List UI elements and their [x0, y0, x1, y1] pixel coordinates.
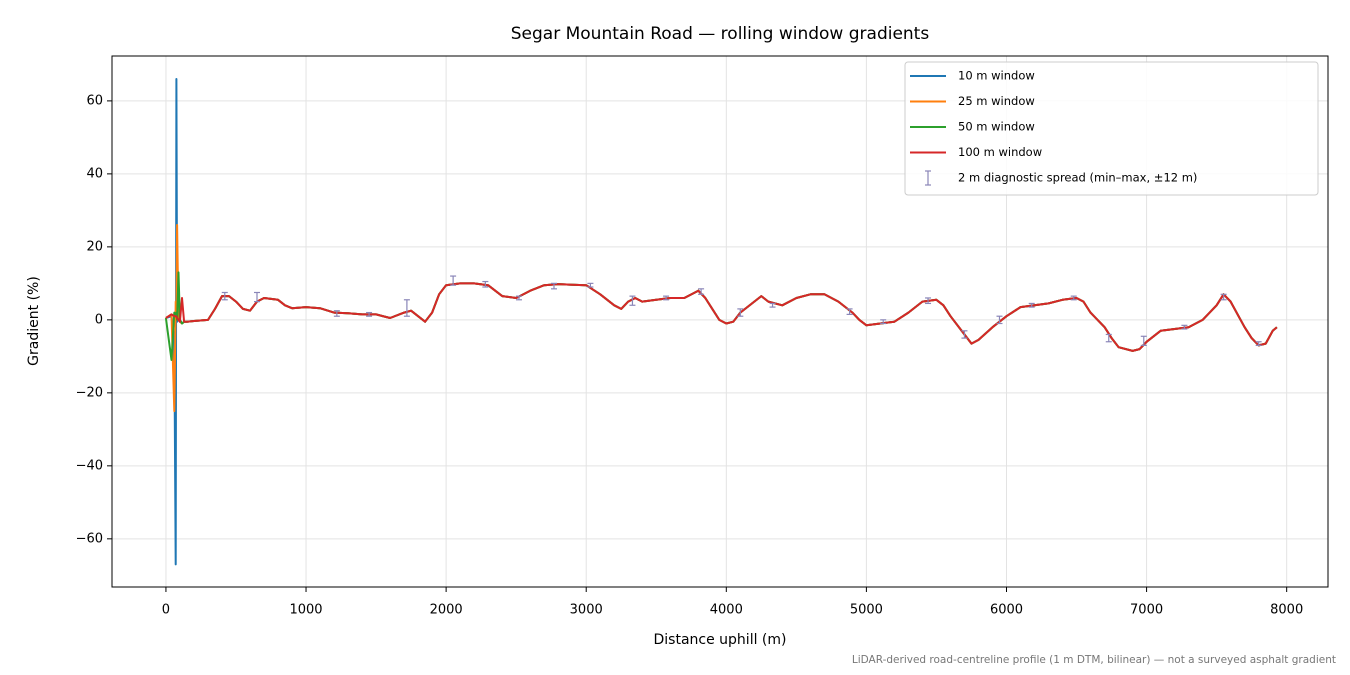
y-tick-label: −60	[76, 531, 103, 546]
legend: 10 m window 25 m window 50 m window 100 m w…	[904, 61, 1319, 196]
error-bar	[587, 282, 594, 288]
x-tick-label: 7000	[1130, 603, 1163, 618]
error-bar	[1105, 333, 1112, 343]
error-bar	[450, 275, 457, 286]
x-tick-label: 1000	[289, 603, 322, 618]
x-tick-label: 2000	[430, 603, 463, 618]
error-bar	[366, 311, 373, 317]
x-tick-label: 5000	[850, 603, 883, 618]
error-bar	[663, 295, 670, 301]
y-tick-label: 0	[95, 312, 103, 327]
error-bar	[482, 280, 489, 288]
legend-label: 25 m window	[958, 94, 1035, 108]
y-tick-label: 60	[86, 93, 103, 108]
series-line	[164, 271, 1278, 361]
plot-frame	[111, 55, 1329, 588]
error-bar	[1070, 295, 1077, 301]
x-tick-label: 6000	[990, 603, 1023, 618]
legend-box	[904, 61, 1319, 196]
error-bar	[996, 315, 1003, 325]
y-tick-label: 20	[86, 239, 103, 254]
error-bar	[846, 308, 853, 315]
x-tick-label: 0	[162, 603, 170, 618]
error-bar	[1140, 335, 1147, 347]
y-tick-label: −40	[76, 458, 103, 473]
y-axis-label: Gradient (%)	[26, 276, 42, 366]
error-bar	[333, 310, 340, 317]
error-bar	[253, 291, 260, 303]
y-tick-label: −20	[76, 385, 103, 400]
error-bar	[769, 302, 776, 308]
legend-label: 100 m window	[958, 145, 1042, 159]
error-bar	[1028, 302, 1035, 308]
error-bar	[737, 308, 744, 317]
error-bar	[515, 295, 522, 301]
error-bar	[698, 288, 705, 295]
x-tick-label: 8000	[1270, 603, 1303, 618]
x-tick-label: 4000	[710, 603, 743, 618]
series-line	[165, 224, 1278, 413]
error-bar	[1255, 341, 1262, 347]
x-axis-label: Distance uphill (m)	[654, 632, 787, 648]
x-tick-label: 3000	[570, 603, 603, 618]
error-bar	[880, 319, 887, 325]
y-tick-label: 40	[86, 166, 103, 181]
error-bar	[403, 299, 410, 317]
error-bar	[550, 282, 557, 290]
legend-label: 10 m window	[958, 69, 1035, 83]
series-line	[165, 282, 1278, 352]
legend-label: 50 m window	[958, 120, 1035, 134]
error-bar	[1220, 293, 1227, 301]
error-bar	[1181, 324, 1188, 330]
chart-title: Segar Mountain Road — rolling window gra…	[511, 24, 930, 44]
footnote: LiDAR-derived road-centreline profile (1…	[852, 654, 1336, 666]
error-bar	[629, 295, 636, 306]
legend-label: 2 m diagnostic spread (min–max, ±12 m)	[958, 171, 1197, 185]
error-bar	[221, 291, 228, 301]
error-bar	[925, 297, 932, 305]
error-bar	[961, 330, 968, 339]
